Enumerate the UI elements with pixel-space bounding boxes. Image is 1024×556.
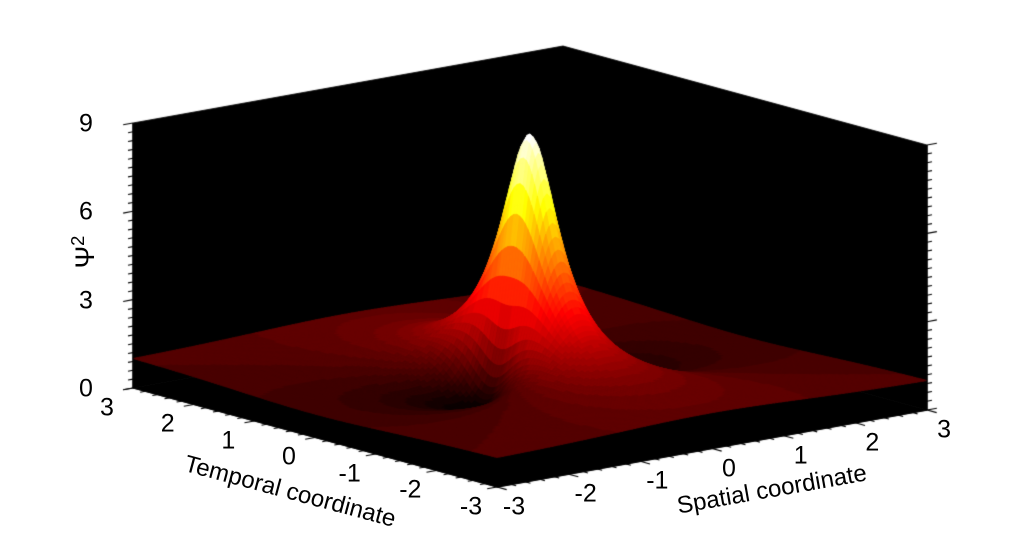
- z-axis-label: Ψ2: [67, 235, 100, 269]
- z-axis-label-symbol: Ψ: [70, 245, 100, 269]
- z-axis-label-exponent: 2: [67, 235, 88, 246]
